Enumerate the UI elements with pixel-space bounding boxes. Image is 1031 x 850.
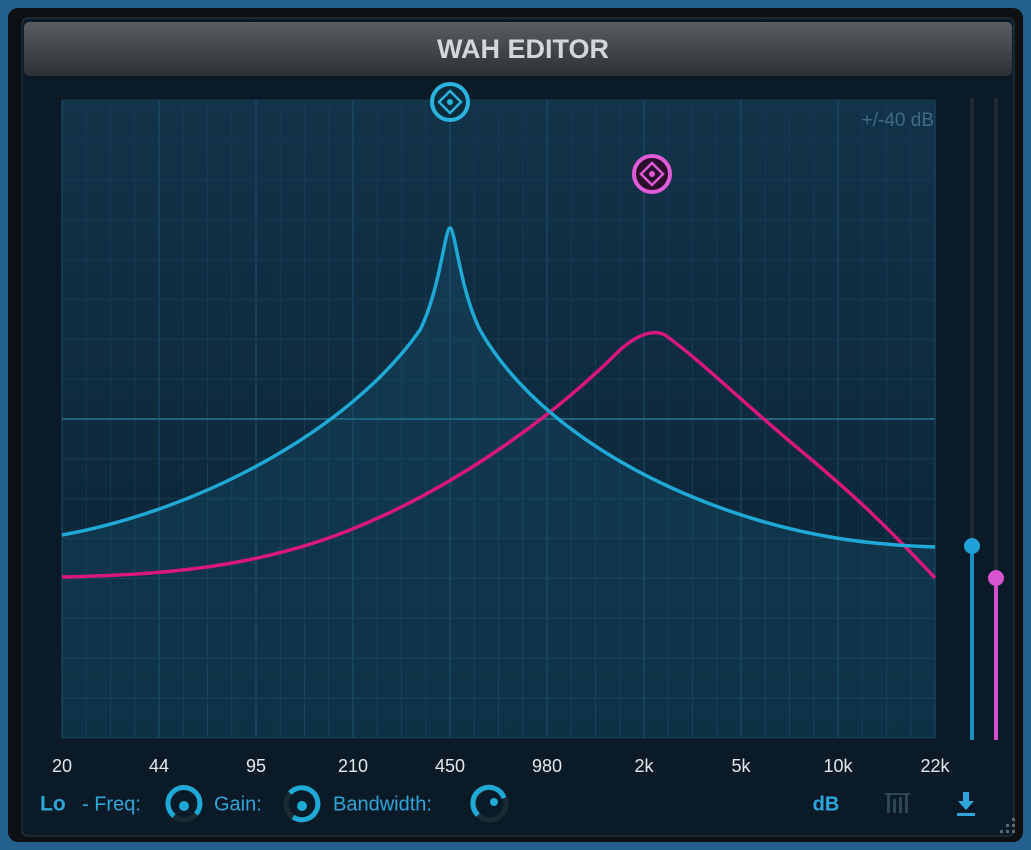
title-bar [24, 22, 1012, 76]
slider-handle[interactable] [964, 538, 980, 554]
bandwidth-knob[interactable] [470, 784, 509, 823]
slider-handle[interactable] [988, 570, 1004, 586]
gain-label: Gain: [214, 793, 262, 815]
x-label: 10k [823, 756, 853, 776]
freq-knob[interactable] [165, 784, 203, 823]
x-label: 20 [52, 756, 72, 776]
slider-track [994, 98, 998, 740]
x-label: 22k [920, 756, 950, 776]
blue-fill [62, 228, 935, 738]
slider-track [970, 98, 974, 740]
meter-icon[interactable] [885, 793, 910, 813]
pink-curve [61, 330, 937, 580]
grid [61, 99, 936, 739]
x-label: 44 [149, 756, 169, 776]
x-labels: 20 44 95 210 450 980 2k 5k 10k 22k [52, 756, 951, 776]
download-icon[interactable] [957, 792, 975, 816]
x-label: 5k [731, 756, 751, 776]
blue-curve [61, 226, 936, 549]
bandwidth-label: Bandwidth: [333, 793, 432, 815]
x-label: 210 [338, 756, 368, 776]
x-label: 95 [246, 756, 266, 776]
db-button[interactable]: dB [813, 793, 840, 815]
band-label[interactable]: Lo [40, 793, 66, 816]
x-label: 450 [435, 756, 465, 776]
title: WAH EDITOR [437, 34, 609, 64]
freq-label: - Freq: [82, 793, 141, 815]
x-label: 2k [634, 756, 654, 776]
pink-handle[interactable] [632, 154, 672, 194]
slider-fill [970, 546, 974, 740]
x-label: 980 [532, 756, 562, 776]
slider-fill [994, 578, 998, 740]
gain-knob[interactable] [283, 785, 321, 823]
range-label: +/-40 dB [862, 110, 934, 131]
blue-handle[interactable] [430, 82, 470, 122]
resize-grip[interactable] [1000, 818, 1015, 833]
